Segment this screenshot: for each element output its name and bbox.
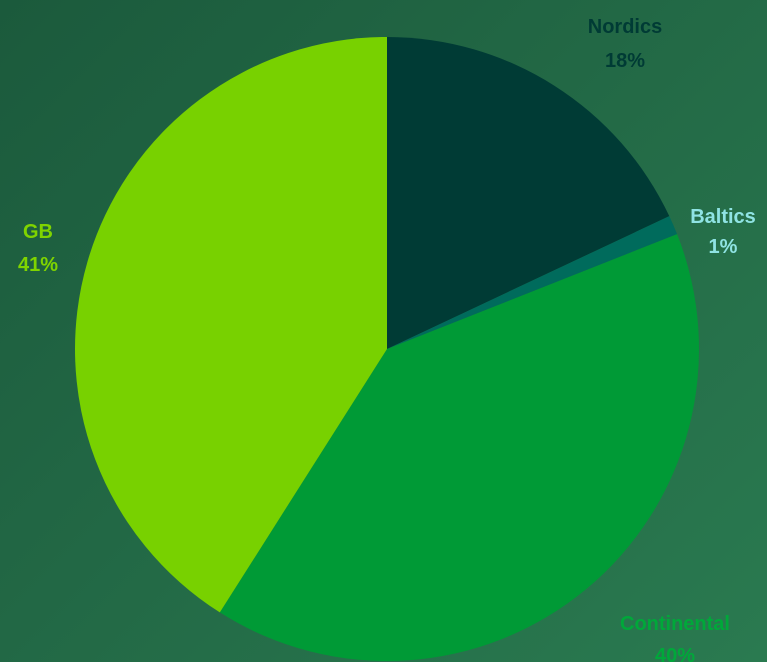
- slice-percent-gb: 41%: [18, 254, 58, 276]
- slice-label-continental: Continental: [620, 613, 730, 635]
- slice-label-baltics: Baltics: [690, 206, 756, 228]
- pie-slice-nordics: [387, 37, 670, 349]
- pie-slice-baltics: [387, 216, 678, 349]
- slice-percent-continental: 40%: [655, 645, 695, 662]
- slice-label-nordics: Nordics: [588, 16, 662, 38]
- slice-percent-nordics: 18%: [605, 50, 645, 72]
- pie-slice-gb: [75, 37, 388, 613]
- slice-labels: Nordics 18% Baltics 1% Continental 40% GB 41%: [18, 16, 756, 662]
- slice-percent-baltics: 1%: [709, 236, 738, 258]
- slice-label-gb: GB: [23, 221, 53, 243]
- pie-slice-continental: [219, 234, 700, 661]
- pie-slices: [75, 37, 700, 661]
